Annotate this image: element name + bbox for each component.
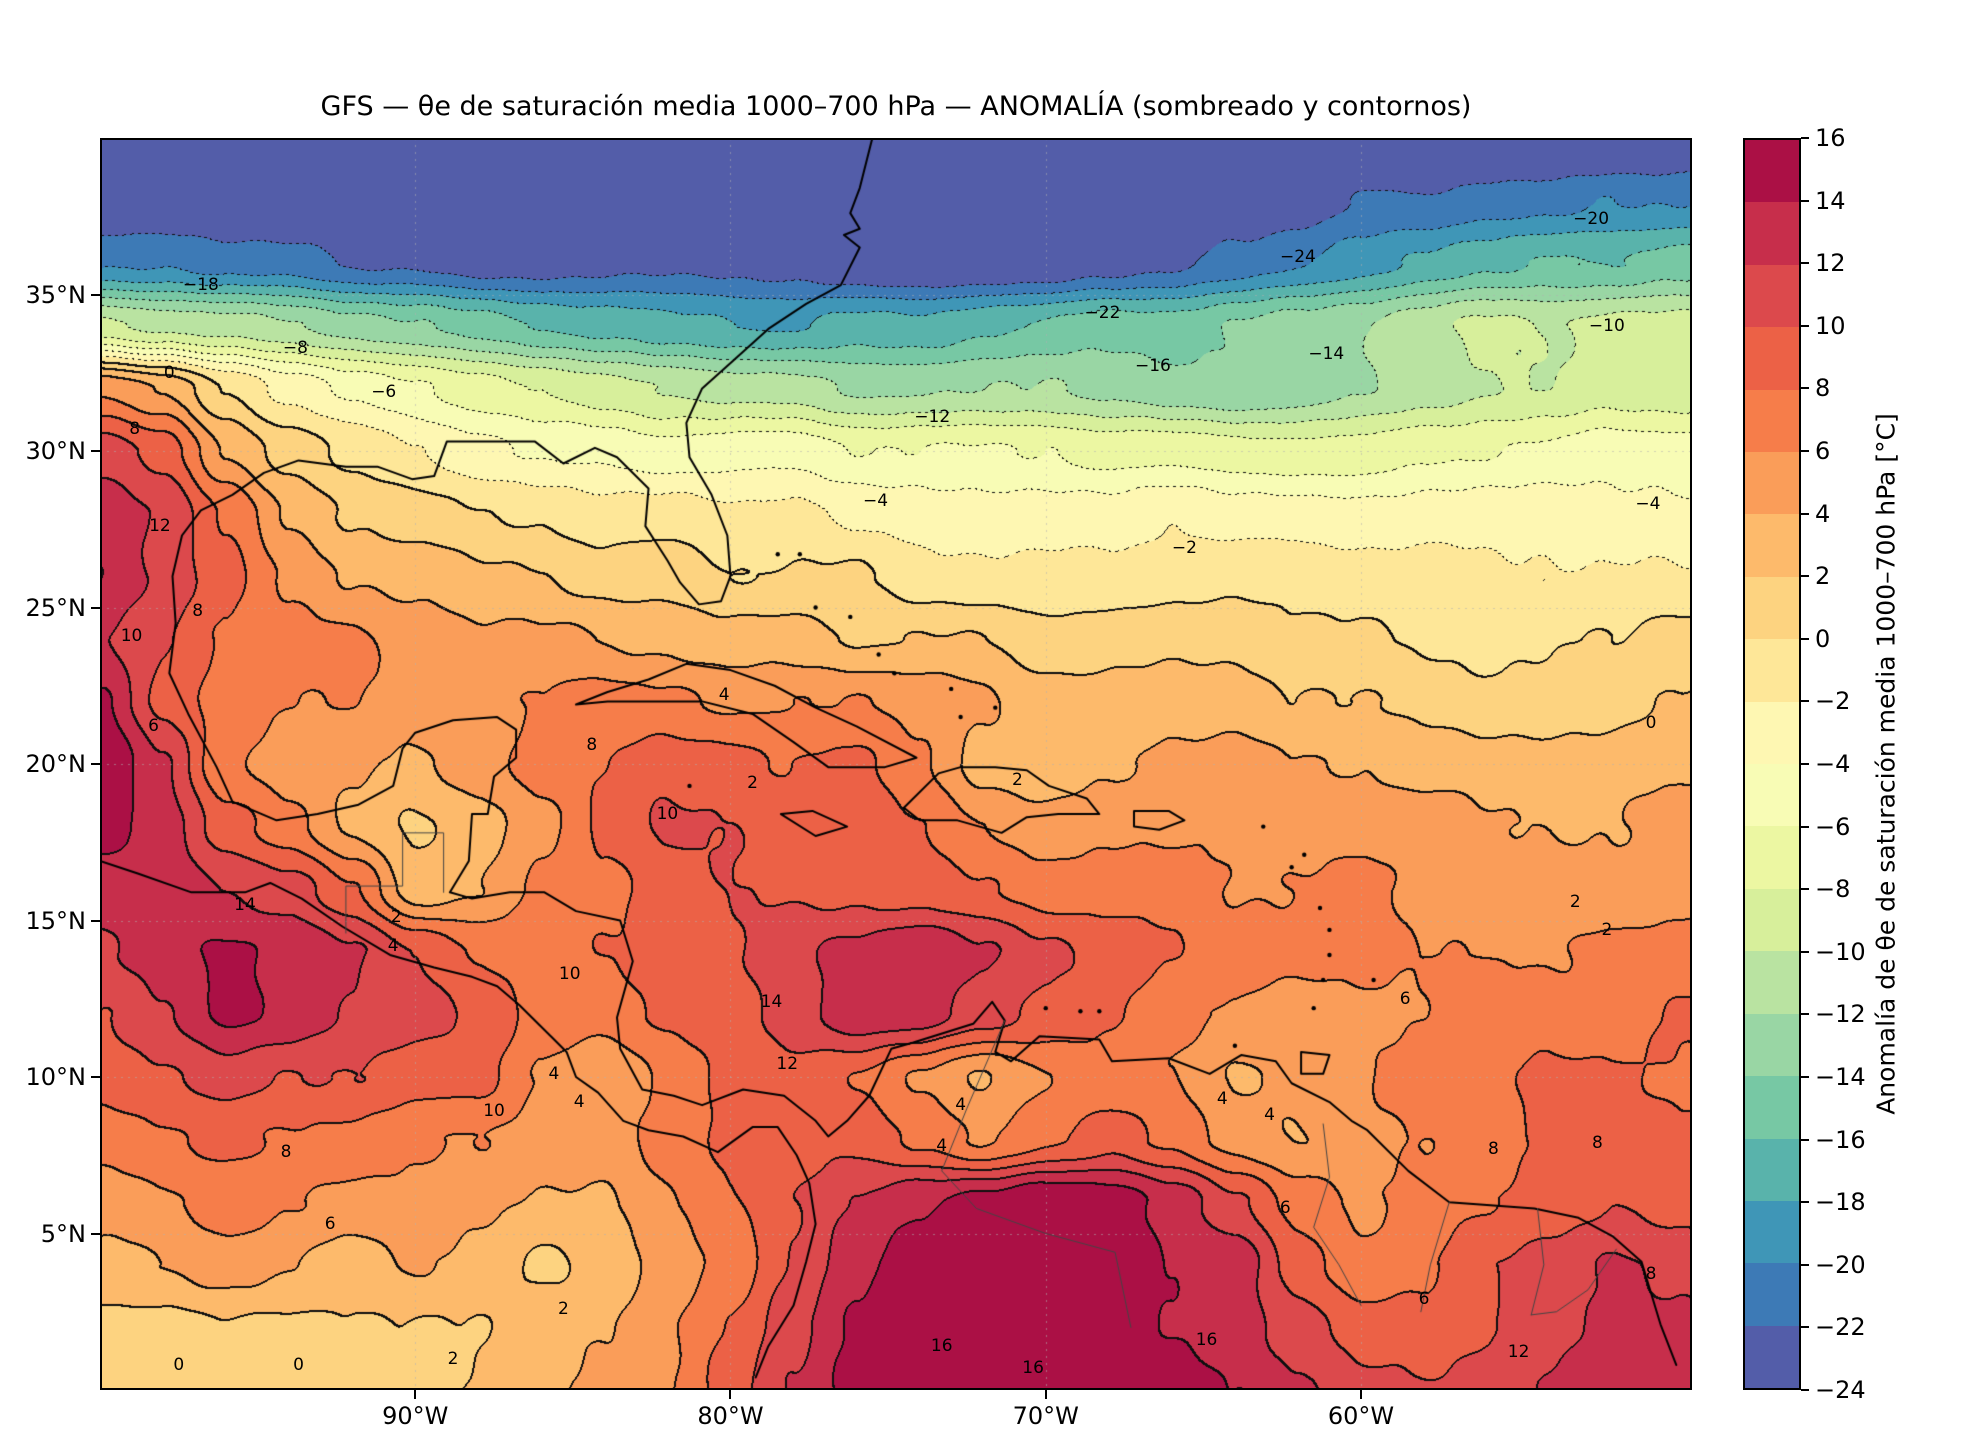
colorbar-segment [1745,1325,1799,1389]
y-tick-label: 10°N [25,1063,87,1091]
colorbar-tick-label: 10 [1815,311,1846,340]
colorbar-segment [1745,701,1799,765]
colorbar-tick-label: 12 [1815,249,1846,278]
x-tick-label: 80°W [697,1402,764,1430]
colorbar-tick-label: −2 [1815,687,1851,716]
colorbar-segment [1745,264,1799,328]
colorbar-segment [1745,202,1799,265]
colorbar-tick-mark [1801,575,1809,578]
colorbar-segment [1745,327,1799,390]
colorbar-tick-mark [1801,137,1809,139]
colorbar-tick-mark [1801,1013,1809,1016]
colorbar-tick-label: 0 [1815,624,1831,653]
y-tick-mark [91,606,100,609]
y-tick-mark [91,919,100,922]
map-plot-area: −24 −22 −20 −18 −16 −14 −12 −10 −8 −6 −4 −4 −2 0 0 8 12 8… [100,138,1692,1390]
colorbar-segment [1745,764,1799,827]
x-tick-label: 90°W [382,1402,449,1430]
colorbar-tick-label: −16 [1815,1125,1866,1154]
colorbar-tick-mark [1801,700,1809,703]
colorbar-tick-label: 6 [1815,437,1831,465]
x-tick-label: 70°W [1012,1402,1079,1430]
colorbar-gradient [1745,140,1799,1389]
colorbar-tick-mark [1801,1138,1809,1141]
colorbar-tick-label: 2 [1815,562,1831,591]
colorbar-tick-label: −24 [1815,1376,1866,1404]
colorbar-segment [1745,639,1799,702]
colorbar-tick-mark [1801,512,1809,515]
colorbar-tick-label: −4 [1815,750,1851,778]
colorbar-tick-mark [1801,888,1809,891]
y-tick-mark [91,293,100,296]
colorbar-tick-label: −20 [1815,1250,1866,1279]
colorbar-segment [1745,951,1799,1014]
colorbar-tick-mark [1801,637,1809,640]
colorbar-segment [1745,826,1799,889]
y-tick-label: 15°N [25,906,87,935]
colorbar-tick-mark [1801,199,1809,202]
colorbar-tick-mark [1801,763,1809,765]
x-tick-mark [1359,1390,1362,1399]
colorbar-segment [1745,1076,1799,1139]
colorbar-tick-label: 14 [1815,186,1846,215]
colorbar-label-wrap: Anomalía de θe de saturación media 1000–… [1866,138,1906,1390]
colorbar-segment [1745,452,1799,515]
y-tick-mark [91,1232,100,1235]
colorbar-tick-mark [1801,950,1809,953]
y-tick-mark [91,1076,100,1078]
colorbar-tick-label: −14 [1815,1063,1866,1091]
y-tick-label: 5°N [40,1219,86,1248]
colorbar-segment [1745,1263,1799,1326]
y-tick-label: 30°N [25,437,87,465]
colorbar-label: Anomalía de θe de saturación media 1000–… [1871,413,1901,1115]
colorbar-tick-mark [1801,324,1809,327]
colorbar-tick-label: −22 [1815,1313,1866,1342]
colorbar-segment [1745,1013,1799,1077]
colorbar-segment [1745,888,1799,952]
y-tick-label: 20°N [25,750,87,778]
colorbar-tick-mark [1801,262,1809,265]
colorbar-tick-mark [1801,825,1809,828]
colorbar-tick-label: −10 [1815,937,1866,966]
y-tick-mark [91,450,100,452]
x-tick-label: 60°W [1327,1402,1395,1430]
colorbar-segment [1745,389,1799,453]
colorbar-tick-mark [1801,1389,1809,1391]
colorbar-tick-mark [1801,450,1809,452]
colorbar-tick-mark [1801,1076,1809,1078]
colorbar-segment [1745,514,1799,577]
x-tick-mark [729,1390,732,1399]
y-tick-mark [91,763,100,765]
y-tick-label: 25°N [25,593,87,622]
colorbar-tick-label: −12 [1815,1000,1866,1029]
colorbar-segment [1745,140,1799,203]
x-tick-mark [1044,1390,1047,1399]
colorbar-tick-mark [1801,1201,1809,1204]
colorbar-tick-mark [1801,1263,1809,1266]
chart-title-line1: GFS — θe de saturación media 1000–700 hP… [320,91,1472,122]
colorbar-tick-label: 4 [1815,499,1831,528]
colorbar-tick-label: 8 [1815,374,1831,403]
map-canvas [100,138,1692,1390]
colorbar-segment [1745,576,1799,640]
colorbar-tick-mark [1801,387,1809,390]
colorbar-tick-label: 16 [1815,124,1846,152]
y-tick-label: 35°N [25,280,87,309]
colorbar-tick-label: −8 [1815,875,1851,904]
colorbar-segment [1745,1138,1799,1201]
colorbar [1743,138,1801,1390]
colorbar-tick-mark [1801,1326,1809,1329]
colorbar-segment [1745,1200,1799,1264]
colorbar-tick-label: −18 [1815,1188,1866,1217]
colorbar-tick-label: −6 [1815,812,1851,841]
x-tick-mark [414,1390,417,1399]
